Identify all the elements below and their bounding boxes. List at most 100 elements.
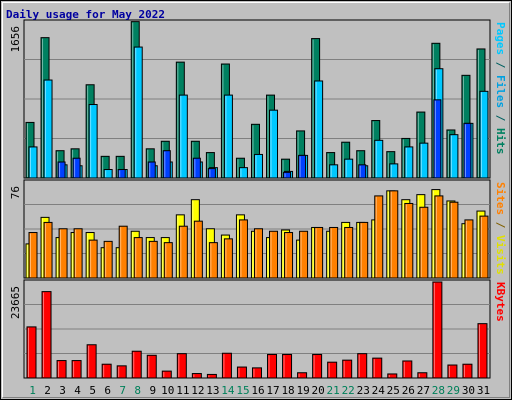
bar-sites-day-28 (434, 195, 444, 279)
panel-kbytes-legend: KBytes (494, 282, 507, 322)
x-tick-label: 15 (236, 384, 249, 397)
legend-entry: / (494, 108, 507, 128)
bar-pages-day-23 (358, 164, 367, 179)
x-tick-label: 8 (134, 384, 141, 397)
bar-kbytes-day-25 (387, 373, 398, 379)
panel-visits-sites-ymax-label: 76 (9, 186, 22, 199)
x-tick-label: 22 (342, 384, 355, 397)
bar-files-day-22 (344, 158, 354, 179)
x-tick-label: 12 (191, 384, 204, 397)
bar-sites-day-2 (43, 221, 53, 279)
bar-sites-day-22 (344, 226, 354, 279)
bar-kbytes-day-3 (56, 360, 67, 379)
bar-files-day-5 (88, 104, 98, 179)
bar-kbytes-day-21 (327, 361, 338, 379)
x-tick-label: 3 (59, 384, 66, 397)
x-tick-label: 1 (29, 384, 36, 397)
bar-files-day-8 (133, 46, 143, 179)
bar-kbytes-day-18 (282, 353, 293, 379)
legend-entry: Pages (494, 22, 507, 55)
bar-files-day-17 (269, 109, 279, 179)
x-tick-label: 13 (206, 384, 219, 397)
bar-pages-day-4 (72, 157, 81, 179)
bar-pages-day-9 (147, 161, 156, 179)
bar-files-day-11 (178, 94, 188, 179)
x-tick-label: 11 (176, 384, 189, 397)
bar-kbytes-day-28 (432, 281, 443, 379)
panel-kbytes: 23665 KBytes (9, 279, 507, 379)
bar-files-day-26 (404, 146, 414, 179)
bar-kbytes-day-6 (101, 363, 112, 379)
bar-sites-day-3 (58, 228, 68, 279)
bar-files-day-27 (419, 142, 429, 179)
bar-sites-day-12 (193, 220, 203, 279)
bar-kbytes-day-7 (116, 365, 127, 379)
bar-kbytes-day-2 (41, 291, 52, 379)
bar-sites-day-4 (73, 228, 83, 279)
bar-files-day-20 (314, 80, 324, 179)
panel-pages-files-hits-legend: Pages / Files / Hits (494, 22, 507, 155)
x-tick-label: 6 (104, 384, 111, 397)
bar-kbytes-day-12 (191, 373, 202, 379)
bar-sites-day-24 (374, 195, 384, 279)
bar-sites-day-11 (178, 225, 188, 279)
x-tick-label: 29 (447, 384, 460, 397)
bar-kbytes-day-13 (206, 373, 217, 379)
chart-title: Daily usage for May 2022 (6, 8, 165, 21)
bar-sites-day-18 (284, 232, 294, 279)
bar-files-day-15 (238, 167, 248, 179)
x-tick-label: 19 (296, 384, 309, 397)
bar-kbytes-day-24 (372, 357, 383, 379)
x-tick-label: 30 (462, 384, 475, 397)
panel-visits-sites-legend: Sites / Visits (494, 182, 507, 275)
bar-kbytes-day-11 (176, 353, 187, 379)
x-tick-label: 4 (74, 384, 81, 397)
bar-sites-day-17 (269, 230, 279, 279)
bar-sites-day-19 (299, 230, 309, 279)
bar-kbytes-day-14 (221, 352, 232, 379)
bar-files-day-21 (329, 164, 339, 179)
bar-kbytes-day-27 (417, 372, 428, 379)
bar-sites-day-16 (253, 228, 263, 279)
bar-files-day-16 (253, 153, 263, 179)
bar-pages-day-3 (57, 161, 66, 179)
bar-kbytes-day-26 (402, 360, 413, 379)
bar-sites-day-23 (359, 221, 369, 279)
bar-sites-day-7 (118, 225, 128, 279)
x-tick-label: 31 (477, 384, 490, 397)
legend-entry: Sites (494, 182, 507, 215)
legend-entry: / (494, 55, 507, 75)
bar-pages-day-30 (463, 122, 472, 179)
bar-sites-day-20 (314, 226, 324, 279)
bar-kbytes-day-10 (161, 370, 172, 379)
bar-sites-day-9 (148, 240, 158, 279)
bar-files-day-14 (223, 94, 233, 179)
x-tick-label: 26 (402, 384, 415, 397)
panel-pages-files-hits-ymax-label: 1656 (9, 26, 22, 53)
x-tick-label: 24 (372, 384, 386, 397)
x-tick-label: 25 (387, 384, 400, 397)
x-tick-label: 23 (357, 384, 370, 397)
bar-sites-day-8 (133, 237, 143, 279)
legend-entry: Hits (494, 128, 507, 155)
bar-sites-day-14 (223, 238, 233, 279)
bar-kbytes-day-16 (251, 367, 262, 379)
bar-sites-day-26 (404, 202, 414, 279)
panel-kbytes-ymax-label: 23665 (9, 286, 22, 319)
bar-files-day-24 (374, 139, 384, 179)
bar-kbytes-day-31 (477, 323, 488, 379)
bar-sites-day-30 (464, 219, 474, 279)
legend-entry: / (494, 215, 507, 235)
bar-files-day-31 (479, 90, 489, 179)
bar-sites-day-6 (103, 240, 113, 279)
x-axis-labels: 1 2 3 4 5 6 7 8 9 10 11 12 13 14 15 16 17 18 19 20 21 22 23 24 2… (29, 384, 490, 397)
bar-pages-day-28 (433, 99, 442, 179)
bar-kbytes-day-4 (71, 360, 82, 379)
bar-sites-day-1 (28, 232, 38, 279)
bar-pages-day-19 (298, 154, 307, 179)
bar-kbytes-day-1 (26, 326, 37, 379)
bar-kbytes-day-9 (146, 354, 157, 379)
legend-entry: KBytes (494, 282, 507, 322)
bar-pages-day-7 (117, 169, 126, 179)
bar-sites-day-25 (389, 190, 399, 279)
